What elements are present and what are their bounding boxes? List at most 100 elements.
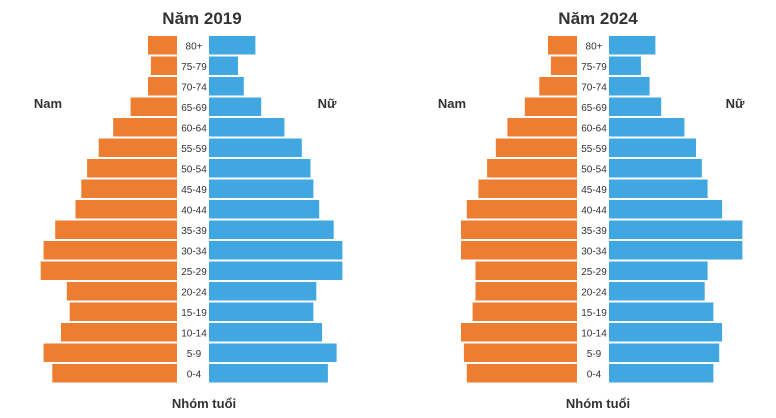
age-group-label: 45-49 xyxy=(181,185,207,196)
bar-female-35-39 xyxy=(209,220,334,239)
bar-male-35-39 xyxy=(55,220,178,239)
age-group-label: 40-44 xyxy=(581,205,607,216)
age-group-label: 35-39 xyxy=(181,226,207,237)
pyramid-chart-0: Năm 2019 Nam Nữ 0-4 5-9 10-14 15-19 20-24 25-29 3… xyxy=(34,9,343,411)
age-group-label: 80+ xyxy=(186,41,203,52)
age-group-label: 50-54 xyxy=(181,164,207,175)
age-group-label: 45-49 xyxy=(581,185,607,196)
age-group-label: 30-34 xyxy=(581,246,607,257)
bar-female-65-69 xyxy=(209,97,262,116)
age-group-label: 25-29 xyxy=(581,267,607,278)
age-group-label: 25-29 xyxy=(181,267,207,278)
left-series-label: Nam xyxy=(438,96,466,111)
bar-female-70-74 xyxy=(209,77,244,96)
bar-male-45-49 xyxy=(478,179,577,198)
x-axis-label: Nhóm tuổi xyxy=(566,396,630,411)
bar-female-10-14 xyxy=(609,323,723,342)
bar-female-80+ xyxy=(609,36,656,55)
age-group-label: 65-69 xyxy=(181,103,207,114)
age-group-label: 70-74 xyxy=(581,82,607,93)
right-series-label: Nữ xyxy=(726,96,745,111)
age-group-label: 75-79 xyxy=(181,62,207,73)
bar-female-25-29 xyxy=(209,261,343,280)
bar-female-50-54 xyxy=(609,159,702,178)
bar-male-45-49 xyxy=(81,179,177,198)
bar-female-20-24 xyxy=(609,282,705,301)
age-group-label: 15-19 xyxy=(181,308,207,319)
bar-female-35-39 xyxy=(609,220,743,239)
bar-female-70-74 xyxy=(609,77,650,96)
age-group-label: 5-9 xyxy=(587,349,602,360)
bar-male-40-44 xyxy=(75,200,177,219)
bar-female-40-44 xyxy=(609,200,723,219)
bar-female-45-49 xyxy=(609,179,708,198)
bar-female-60-64 xyxy=(609,118,685,137)
bar-male-15-19 xyxy=(472,302,577,321)
x-axis-label: Nhóm tuổi xyxy=(172,396,236,411)
bar-male-65-69 xyxy=(130,97,177,116)
bar-female-5-9 xyxy=(209,343,337,362)
age-group-label: 20-24 xyxy=(181,287,207,298)
bar-male-5-9 xyxy=(43,343,177,362)
age-group-label: 55-59 xyxy=(581,144,607,155)
bar-male-30-34 xyxy=(461,241,577,260)
bar-male-75-79 xyxy=(550,56,577,75)
age-group-label: 80+ xyxy=(586,41,603,52)
bar-male-10-14 xyxy=(461,323,577,342)
bar-female-0-4 xyxy=(609,364,714,383)
bar-male-50-54 xyxy=(487,159,577,178)
bar-male-10-14 xyxy=(61,323,177,342)
chart-title: Năm 2019 xyxy=(162,9,241,28)
age-group-label: 0-4 xyxy=(587,369,602,380)
bar-female-50-54 xyxy=(209,159,311,178)
right-series-label: Nữ xyxy=(318,96,337,111)
age-group-label: 20-24 xyxy=(581,287,607,298)
bar-female-5-9 xyxy=(609,343,720,362)
bar-female-15-19 xyxy=(609,302,714,321)
bar-female-15-19 xyxy=(209,302,314,321)
bar-male-75-79 xyxy=(150,56,177,75)
bar-female-40-44 xyxy=(209,200,320,219)
bar-male-0-4 xyxy=(466,364,577,383)
bar-male-80+ xyxy=(548,36,577,55)
age-group-label: 50-54 xyxy=(581,164,607,175)
bar-male-55-59 xyxy=(495,138,577,157)
bar-female-0-4 xyxy=(209,364,328,383)
bar-female-55-59 xyxy=(209,138,302,157)
age-group-label: 60-64 xyxy=(181,123,207,134)
bar-male-0-4 xyxy=(52,364,177,383)
bar-male-80+ xyxy=(148,36,177,55)
bar-male-35-39 xyxy=(461,220,577,239)
age-group-label: 75-79 xyxy=(581,62,607,73)
age-group-label: 30-34 xyxy=(181,246,207,257)
bar-female-60-64 xyxy=(209,118,285,137)
bar-female-30-34 xyxy=(609,241,743,260)
bar-female-80+ xyxy=(209,36,256,55)
age-group-label: 60-64 xyxy=(581,123,607,134)
pyramid-chart-1: Năm 2024 Nam Nữ 0-4 5-9 10-14 15-19 20-24 25-29 3… xyxy=(438,9,745,411)
bar-male-60-64 xyxy=(113,118,177,137)
bar-female-25-29 xyxy=(609,261,708,280)
bar-female-20-24 xyxy=(209,282,317,301)
bar-male-15-19 xyxy=(69,302,177,321)
bar-female-10-14 xyxy=(209,323,323,342)
age-group-label: 35-39 xyxy=(581,226,607,237)
bar-male-65-69 xyxy=(524,97,577,116)
bar-female-75-79 xyxy=(209,56,238,75)
age-group-label: 65-69 xyxy=(581,103,607,114)
age-group-label: 55-59 xyxy=(181,144,207,155)
age-group-label: 40-44 xyxy=(181,205,207,216)
bar-male-50-54 xyxy=(87,159,177,178)
age-group-label: 10-14 xyxy=(581,328,607,339)
left-series-label: Nam xyxy=(34,96,62,111)
bar-male-40-44 xyxy=(466,200,577,219)
bar-female-55-59 xyxy=(609,138,696,157)
bar-male-25-29 xyxy=(475,261,577,280)
bar-male-55-59 xyxy=(98,138,177,157)
age-group-label: 70-74 xyxy=(181,82,207,93)
bar-male-60-64 xyxy=(507,118,577,137)
bar-male-20-24 xyxy=(475,282,577,301)
age-group-label: 15-19 xyxy=(581,308,607,319)
bar-female-75-79 xyxy=(609,56,641,75)
